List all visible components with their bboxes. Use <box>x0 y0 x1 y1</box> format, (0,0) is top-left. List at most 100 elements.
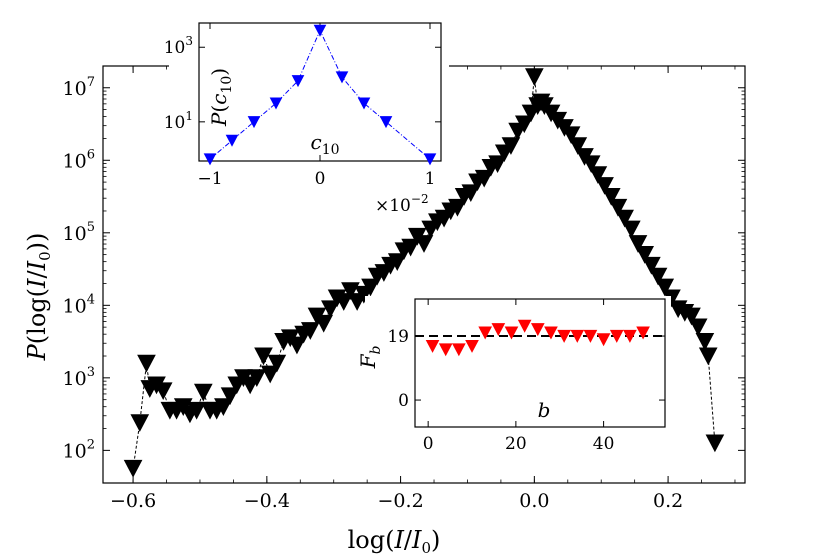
y-tick-label: 107 <box>63 75 95 100</box>
y-tick-exponent: 3 <box>87 365 95 380</box>
inset-fb-data-point <box>465 339 479 353</box>
inset-fb-data-point <box>609 329 624 343</box>
main-data-point <box>514 115 534 134</box>
inset-fb-data-point <box>530 323 545 337</box>
inset-c10-x-multiplier: ×10−2 <box>375 192 429 216</box>
x-tick-label: −0.6 <box>110 490 156 512</box>
x-tick-label: 0.2 <box>653 490 683 512</box>
main-data-point <box>153 382 173 401</box>
y-axis-label: P(log(I/I0)) <box>23 233 54 362</box>
y-label-close: )) <box>23 233 51 252</box>
y-tick-exponent: 7 <box>87 75 95 90</box>
y-label-slash: / <box>23 270 51 279</box>
inset-c10-data-point <box>291 75 305 88</box>
inset-fb-plot: 0 20 40 0 19 b Fb <box>356 296 671 456</box>
inset-fb-y-tick-label: 0 <box>398 391 409 411</box>
inset-c10-y-label-sub: 10 <box>219 76 235 94</box>
y-tick-exponent: 5 <box>87 220 95 235</box>
main-data-point <box>568 137 588 155</box>
main-data-point <box>525 68 544 87</box>
inset-c10-line <box>209 29 431 160</box>
y-tick-exponent: 4 <box>87 292 95 307</box>
inset-c10-y-tick-exponent: 3 <box>185 34 193 48</box>
main-data-point <box>695 333 715 351</box>
main-data-point <box>254 347 273 366</box>
main-data-point <box>688 318 708 337</box>
y-tick-base: 10 <box>63 295 87 317</box>
x-tick-label: −0.4 <box>244 490 290 512</box>
inset-c10-x-label: c10 <box>310 130 339 158</box>
inset-fb-x-tick-label: 0 <box>423 434 434 454</box>
inset-fb-data-point <box>478 326 493 340</box>
main-data-point <box>414 235 434 253</box>
y-label-var: I <box>23 278 51 289</box>
main-data-point <box>267 354 287 373</box>
x-label-sub: 0 <box>422 539 432 554</box>
inset-c10-y-label-var: c <box>207 94 231 105</box>
main-data-point <box>488 155 507 174</box>
inset-c10-x-tick-label: 0 <box>315 169 326 189</box>
x-label-subvar: I <box>411 526 422 554</box>
y-tick-exponent: 6 <box>87 147 95 162</box>
x-tick-label: −0.2 <box>378 490 424 512</box>
main-data-point <box>621 220 641 239</box>
inset-fb-data-point <box>438 343 453 357</box>
y-tick-label: 105 <box>63 220 95 245</box>
inset-c10-x-tick-label: −1 <box>197 169 222 189</box>
inset-fb-data-point <box>491 323 506 337</box>
main-data-point <box>247 369 267 387</box>
x-label-var: I <box>393 526 404 554</box>
inset-fb-data-point <box>636 326 650 340</box>
inset-c10-y-label-func: P <box>207 112 231 127</box>
inset-c10-multiplier-exp: −2 <box>411 192 429 206</box>
inset-fb-x-tick-label: 20 <box>505 434 527 454</box>
inset-c10-y-tick-base: 10 <box>164 38 186 58</box>
inset-fb-x-tick-label: 40 <box>593 434 615 454</box>
main-data-point <box>655 278 675 297</box>
y-label-open: (log( <box>23 288 51 344</box>
main-data-point <box>137 354 156 373</box>
inset-fb-data-point <box>583 329 598 343</box>
main-data-point <box>130 414 150 432</box>
main-data-point <box>193 383 213 402</box>
x-tick-label: 0.0 <box>519 490 549 512</box>
inset-fb-y-tick-label: 19 <box>387 327 409 347</box>
main-data-point <box>361 278 380 297</box>
inset-c10-data-point <box>247 116 261 129</box>
inset-fb-data-point <box>544 326 558 340</box>
inset-fb-frame <box>414 298 666 428</box>
main-data-point <box>314 314 334 333</box>
main-data-point <box>682 307 701 326</box>
y-tick-label: 103 <box>63 365 95 390</box>
inset-c10-data-point <box>335 71 349 84</box>
inset-fb-data-point <box>570 329 585 343</box>
inset-c10-data-point <box>313 24 327 37</box>
inset-fb-x-label: b <box>538 398 551 422</box>
main-data-point <box>300 322 320 340</box>
inset-c10-y-tick-label: 101 <box>164 109 193 133</box>
inset-c10-data-point <box>203 153 217 166</box>
inset-fb-data-point <box>596 333 611 347</box>
y-label-func: P <box>23 343 51 361</box>
main-data-point <box>628 235 648 253</box>
main-data-point <box>220 387 240 406</box>
main-data-point <box>601 187 621 206</box>
main-data-point <box>448 198 467 217</box>
main-data-point <box>648 267 668 286</box>
main-data-point <box>334 293 354 311</box>
main-data-point <box>187 401 206 420</box>
inset-fb-y-label: Fb <box>356 346 384 370</box>
main-plot: −0.6 −0.4 −0.2 0.0 0.2102103104105106107log(… <box>23 65 746 554</box>
y-tick-label: 102 <box>63 437 95 462</box>
x-label-close: ) <box>431 526 440 554</box>
main-data-point <box>705 434 725 453</box>
y-tick-label: 106 <box>63 147 95 172</box>
x-label-slash: / <box>404 526 413 554</box>
inset-c10-x-label-sub: 10 <box>322 142 340 158</box>
main-data-point <box>387 253 407 271</box>
inset-c10-multiplier-base: ×10 <box>375 196 411 216</box>
x-axis-label: log(I/I0) <box>348 526 441 554</box>
inset-fb-y-label-var: F <box>356 353 380 369</box>
inset-fb-data-point <box>623 329 637 343</box>
